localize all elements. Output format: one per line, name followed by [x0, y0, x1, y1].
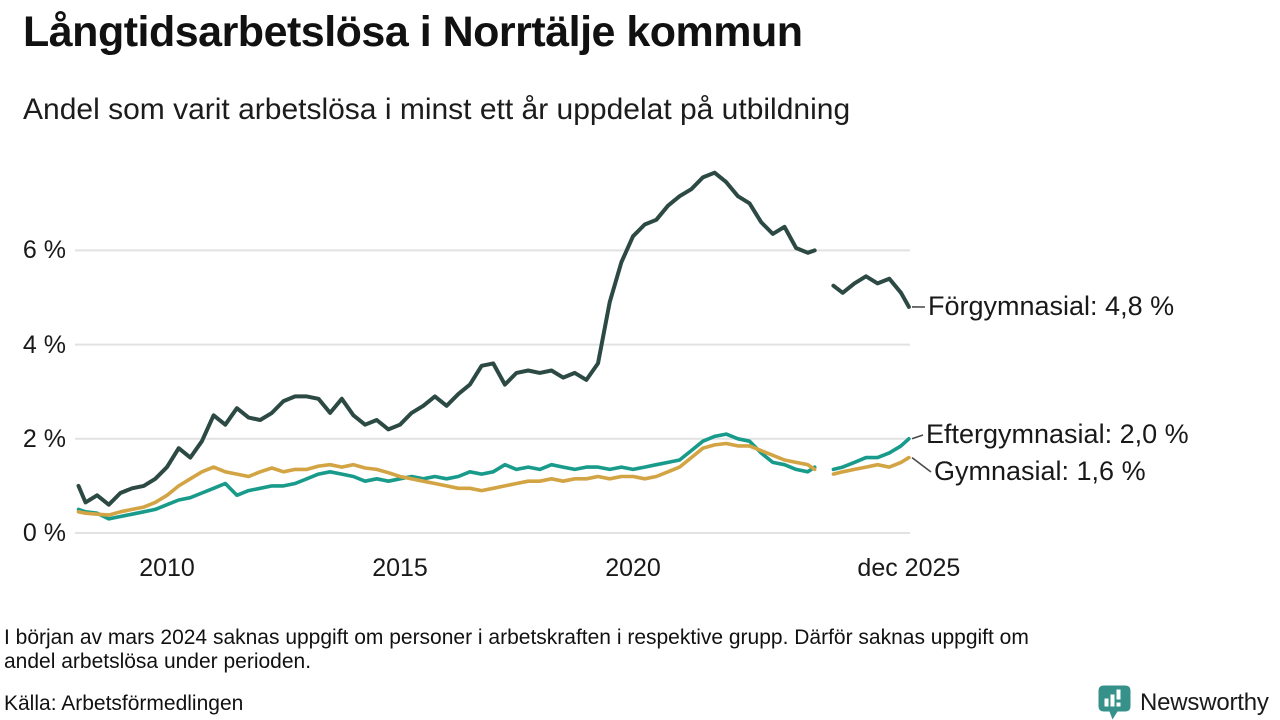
page-subtitle: Andel som varit arbetslösa i minst ett å…: [23, 93, 851, 126]
y-tick-label: 0 %: [22, 519, 66, 547]
x-tick-label: 2015: [372, 554, 428, 582]
series-line-gymnasial: [76, 441, 817, 517]
newsworthy-wordmark: Newsworthy: [1140, 688, 1269, 716]
series-line-eftergymnasial: [76, 432, 817, 521]
chart-footnote: I början av mars 2024 saknas uppgift om …: [4, 626, 1029, 674]
newsworthy-bubble-chart-icon: [1098, 685, 1131, 720]
label-leader-line: [911, 434, 924, 440]
x-tick-label: 2020: [605, 554, 661, 582]
footnote-line-2: andel arbetslösa under perioden.: [4, 650, 312, 673]
series-line-förgymnasial: [76, 170, 817, 507]
page-title: Långtidsarbetslösa i Norrtälje kommun: [23, 8, 803, 56]
footnote-line-1: I början av mars 2024 saknas uppgift om …: [4, 626, 1029, 649]
x-tick-label: dec 2025: [857, 554, 961, 582]
y-tick-label: 4 %: [22, 330, 66, 359]
series-line-gymnasial: [831, 455, 911, 476]
label-leader-line: [911, 457, 932, 473]
y-tick-label: 6 %: [22, 236, 66, 265]
source-credit: Källa: Arbetsförmedlingen: [4, 692, 244, 715]
series-end-label-eftergymnasial: Eftergymnasial: 2,0 %: [926, 419, 1189, 449]
y-tick-label: 2 %: [22, 424, 66, 453]
newsworthy-logo[interactable]: Newsworthy: [1098, 685, 1269, 720]
series-line-förgymnasial: [831, 274, 911, 309]
series-end-label-förgymnasial: Förgymnasial: 4,8 %: [928, 291, 1175, 321]
series-line-eftergymnasial: [831, 436, 911, 472]
series-end-label-gymnasial: Gymnasial: 1,6 %: [934, 456, 1146, 486]
x-tick-label: 2010: [139, 554, 195, 582]
